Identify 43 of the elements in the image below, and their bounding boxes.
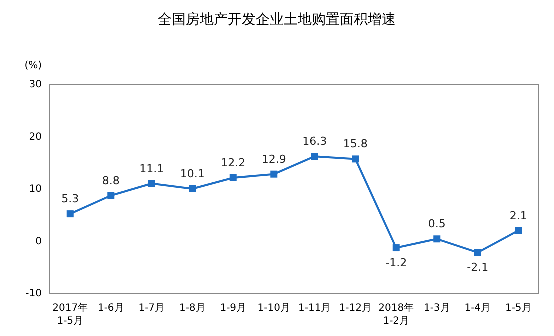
point	[108, 192, 115, 200]
y-axis-title: (%)	[24, 60, 42, 72]
x-tick-label: 1-8月	[179, 303, 206, 314]
point	[392, 244, 400, 252]
point	[434, 236, 441, 243]
x-tick-label: 1-6月	[98, 303, 124, 314]
x-tick-label: 1-12月	[339, 303, 372, 314]
point	[270, 170, 278, 178]
x-tick-label: 1-10月	[258, 303, 290, 314]
x-tick-label: 1-3月	[424, 303, 450, 314]
point	[230, 174, 237, 182]
x-tick-label: 1-4月	[464, 303, 492, 314]
point	[515, 227, 522, 234]
x-tick-label: 1-7月	[138, 303, 166, 314]
data-label: 12.2	[221, 156, 246, 170]
data-label: 0.5	[428, 218, 446, 231]
data-label: 5.3	[62, 192, 80, 206]
data-label: 16.3	[302, 135, 328, 148]
point	[311, 153, 318, 160]
point	[189, 185, 196, 192]
x-tick-label: 1-11月	[298, 303, 332, 314]
x-tick-label: 2018年 1-2月	[378, 302, 414, 327]
chart-title: 全国房地产开发企业土地购置面积增速	[158, 12, 396, 28]
data-label: 11.1	[140, 162, 164, 176]
y-tick-label: 20	[29, 132, 42, 143]
point	[148, 180, 156, 188]
point	[474, 249, 482, 256]
x-tick-label: 2017年 1-5月	[52, 302, 88, 327]
y-tick-label: 0	[36, 236, 42, 248]
data-label: 8.8	[102, 174, 120, 188]
y-tick-label: -10	[26, 288, 42, 300]
data-label: 10.1	[180, 167, 205, 180]
data-label: 12.9	[262, 152, 286, 166]
data-label: -1.2	[386, 256, 408, 270]
data-label: 15.8	[343, 138, 368, 151]
data-label: -2.1	[467, 261, 489, 274]
y-tick-label: 10	[29, 184, 42, 195]
data-label: 2.1	[510, 209, 528, 222]
point	[66, 210, 74, 218]
x-tick-label: 1-5月	[505, 303, 532, 314]
x-tick-label: 1-9月	[220, 303, 247, 314]
y-tick-label: 30	[29, 80, 42, 90]
point	[352, 156, 360, 163]
